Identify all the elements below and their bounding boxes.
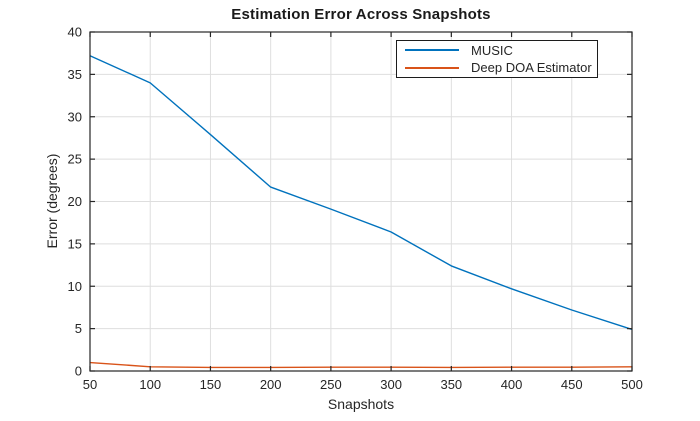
series-lines [89,55,633,369]
legend-label-music: MUSIC [471,42,513,58]
series-line-music [89,55,633,331]
x-tick-label: 100 [139,377,161,392]
x-tick-label: 50 [83,377,97,392]
x-tick-label: 500 [621,377,643,392]
x-tick-label: 200 [260,377,282,392]
y-tick-label: 10 [68,279,82,294]
gridlines [90,32,632,371]
y-tick-label: 15 [68,236,82,251]
legend-line-sample-music [405,49,459,52]
x-tick-label: 450 [561,377,583,392]
y-tick-label: 30 [68,109,82,124]
x-tick-label: 400 [501,377,523,392]
legend: MUSIC Deep DOA Estimator [396,40,598,78]
chart-title: Estimation Error Across Snapshots [231,6,491,23]
y-tick-label: 35 [68,67,82,82]
x-tick-label: 350 [440,377,462,392]
legend-entry-music: MUSIC [397,42,597,59]
y-tick-label: 40 [68,25,82,40]
y-tick-label: 25 [68,152,82,167]
x-axis-label: Snapshots [327,396,395,412]
x-tick-label: 250 [320,377,342,392]
y-tick-label: 5 [75,321,82,336]
y-tick-label: 20 [68,194,82,209]
x-tick-label: 150 [200,377,222,392]
legend-label-deep-doa: Deep DOA Estimator [471,60,592,76]
tick-labels: 50 100 150 200 250 300 350 400 450 500 0 5 10 15 20 25 3… [68,25,643,393]
series-line-deep-doa-estimator [89,361,633,369]
x-tick-label: 300 [380,377,402,392]
tick-marks [89,31,633,372]
y-axis-label: Error (degrees) [44,153,60,249]
y-tick-label: 0 [75,364,82,379]
legend-entry-deep-doa: Deep DOA Estimator [397,59,597,76]
legend-line-sample-deep-doa [405,66,459,69]
